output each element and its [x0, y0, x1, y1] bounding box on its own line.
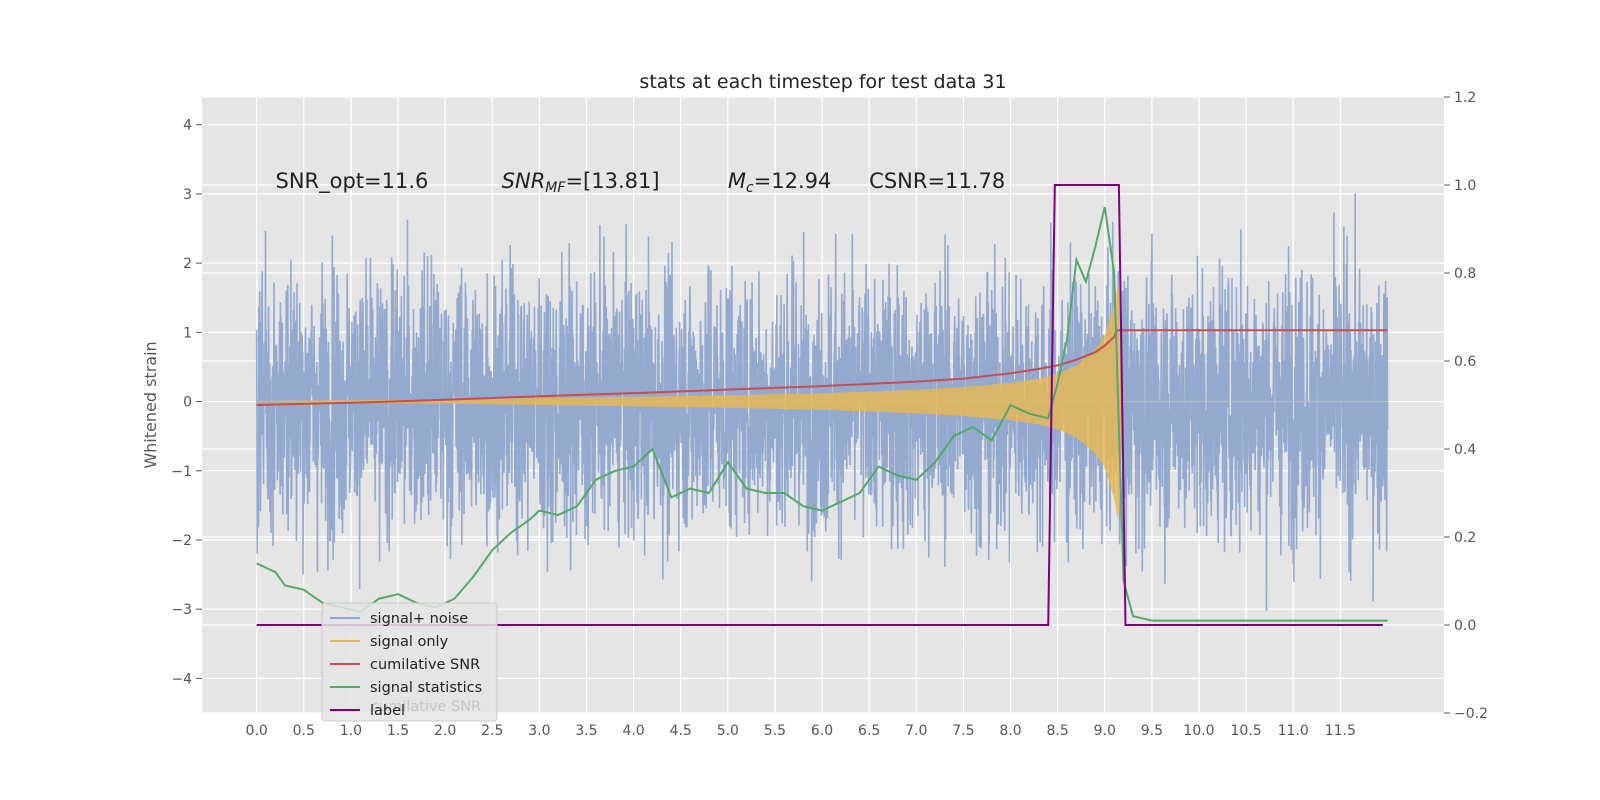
annotation-snr-opt: SNR_opt=11.6	[276, 169, 429, 194]
y-tick-label-left: 4	[183, 118, 192, 134]
series-line-cumilative-snr	[256, 329, 1388, 406]
y-tick-label-right: −0.2	[1454, 706, 1488, 722]
y-tick-label-left: 3	[183, 187, 192, 203]
x-tick-label: 6.0	[811, 723, 833, 739]
legend-ghost-text: cumilative SNR	[371, 699, 481, 715]
legend: cumilative SNR signal+ noise signal only cu…	[321, 602, 498, 722]
y-tick-label-left: 1	[183, 325, 192, 341]
annotation-mc: Mc=12.94	[728, 169, 832, 196]
x-tick-label: 2.0	[434, 723, 456, 739]
y-tick-label-right: 1.2	[1454, 90, 1476, 106]
x-tick-label: 11.0	[1278, 723, 1309, 739]
x-tick-label: 4.0	[622, 723, 644, 739]
y-tick-label-left: −4	[171, 671, 192, 687]
x-tick-label: 9.0	[1094, 723, 1116, 739]
legend-label: signal statistics	[370, 680, 482, 696]
x-tick-label: 7.0	[905, 723, 927, 739]
annotation-csnr: CSNR=11.78	[869, 169, 1005, 193]
legend-box	[321, 602, 498, 722]
x-tick-label: 11.5	[1325, 723, 1356, 739]
axes-ticks: 0.0 0.5 1.0 1.5 2.0 2.5 3.0 3.5 4.0 4.5 5.0 5.5 6.0 6…	[171, 90, 1488, 739]
x-tick-label: 8.0	[999, 723, 1021, 739]
series-line-label	[256, 184, 1383, 626]
x-tick-label: 0.5	[293, 723, 315, 739]
x-tick-label: 6.5	[858, 723, 880, 739]
legend-label: signal+ noise	[370, 611, 468, 627]
y-tick-label-right: 0.4	[1454, 442, 1476, 458]
x-tick-label: 1.5	[387, 723, 409, 739]
y-axis-label: Whitened strain	[141, 341, 160, 468]
chart-title: stats at each timestep for test data 31	[639, 71, 1006, 93]
y-tick-label-right: 0.8	[1454, 266, 1476, 282]
x-tick-label: 8.5	[1047, 723, 1069, 739]
x-tick-label: 0.0	[246, 723, 268, 739]
x-tick-label: 5.0	[717, 723, 739, 739]
x-tick-label: 7.5	[952, 723, 974, 739]
y-tick-label-left: −3	[171, 602, 192, 618]
x-tick-label: 9.5	[1141, 723, 1163, 739]
x-tick-label: 5.5	[764, 723, 786, 739]
y-tick-label-right: 0.0	[1454, 618, 1476, 634]
y-tick-label-left: 0	[183, 395, 192, 411]
legend-label: cumilative SNR	[370, 657, 480, 673]
legend-label: signal only	[370, 634, 449, 650]
y-tick-label-right: 0.2	[1454, 530, 1476, 546]
y-tick-label-left: 2	[183, 256, 192, 272]
x-tick-label: 3.5	[575, 723, 597, 739]
legend-label: label	[370, 703, 405, 719]
x-tick-label: 10.0	[1183, 723, 1214, 739]
y-tick-label-right: 1.0	[1454, 178, 1476, 194]
y-tick-label-left: −2	[171, 533, 192, 549]
x-tick-label: 3.0	[528, 723, 550, 739]
x-tick-label: 10.5	[1231, 723, 1262, 739]
y-tick-label-right: 0.6	[1454, 354, 1476, 370]
x-tick-label: 2.5	[481, 723, 503, 739]
series-signal-only	[256, 282, 1388, 521]
x-tick-label: 4.5	[670, 723, 692, 739]
annotation-snr-mf: SNRMF=[13.81]	[502, 169, 660, 196]
annotations: SNR_opt=11.6 SNRMF=[13.81] Mc=12.94 CSNR=11…	[276, 169, 1006, 196]
x-tick-label: 1.0	[340, 723, 362, 739]
y-tick-label-left: −1	[171, 464, 192, 480]
